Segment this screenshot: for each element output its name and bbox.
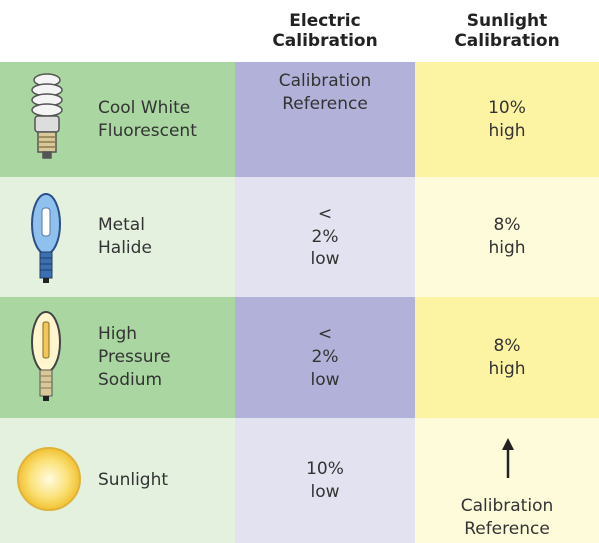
header-text: Electric Calibration: [272, 11, 377, 52]
sodium-bulb-icon: [26, 310, 66, 405]
cell-text: 10% high: [488, 97, 526, 143]
column-header: Sunlight Calibration: [415, 0, 599, 62]
header-text: Sunlight Calibration: [454, 11, 559, 52]
value-cell: 10% low: [235, 418, 415, 543]
metal-halide-icon: [26, 192, 66, 287]
row-label: Metal Halide: [98, 214, 152, 260]
column-header: Electric Calibration: [235, 0, 415, 62]
value-cell: Calibration Reference: [235, 62, 415, 177]
row-label: Cool White Fluorescent: [98, 97, 228, 143]
row-label: High Pressure Sodium: [98, 323, 171, 392]
cell-text: Calibration Reference: [279, 70, 372, 116]
value-cell: 8% high: [415, 177, 599, 297]
cell-text: 8% high: [488, 214, 525, 260]
value-cell: Calibration Reference: [415, 418, 599, 543]
value-cell: 8% high: [415, 297, 599, 418]
calibration-table: Calibration Reference 10% low Sunlight 8% h…: [0, 0, 599, 543]
cell-text: 8% high: [488, 335, 525, 381]
cfl-bulb-icon: [22, 70, 72, 170]
cell-text: < 2% low: [310, 323, 339, 392]
cell-text: < 2% low: [310, 203, 339, 272]
cell-text: 10% low: [306, 458, 344, 504]
cell-text: Calibration Reference: [461, 495, 554, 541]
value-cell: 10% high: [415, 62, 599, 177]
row-label: Sunlight: [98, 469, 168, 492]
sun-icon: [16, 446, 82, 512]
arrow-up: [500, 438, 516, 478]
value-cell: < 2% low: [235, 297, 415, 418]
value-cell: < 2% low: [235, 177, 415, 297]
